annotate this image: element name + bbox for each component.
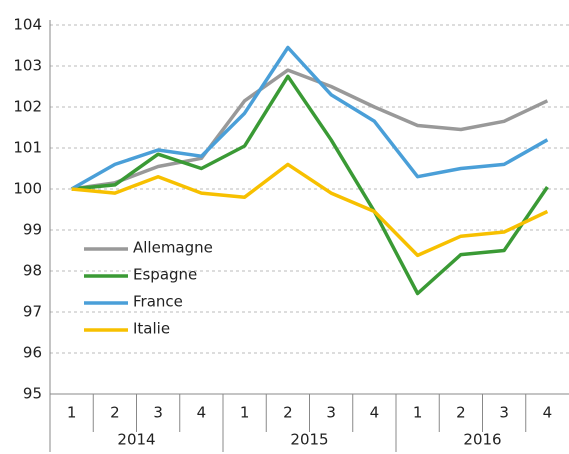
series-line [71, 162, 549, 258]
y-tick-label: 102 [13, 98, 42, 116]
x-group-label: 2015 [290, 431, 328, 449]
x-tick-label: 1 [413, 404, 423, 422]
x-tick-label: 1 [67, 404, 77, 422]
x-tick-label: 4 [370, 404, 380, 422]
x-tick-label: 3 [326, 404, 336, 422]
legend-label: Espagne [133, 266, 197, 284]
legend-label: Allemagne [133, 239, 213, 257]
x-tick-label: 3 [153, 404, 163, 422]
y-tick-label: 98 [23, 262, 42, 280]
y-tick-label: 104 [13, 16, 42, 34]
y-tick-label: 97 [23, 303, 42, 321]
x-tick-label: 3 [499, 404, 509, 422]
x-tick-label: 4 [197, 404, 207, 422]
x-tick-label: 1 [240, 404, 250, 422]
y-tick-label: 103 [13, 57, 42, 75]
series-line [70, 45, 549, 191]
x-tick-label: 2 [283, 404, 293, 422]
y-tick-label: 96 [23, 344, 42, 362]
y-tick-label: 100 [13, 180, 42, 198]
x-group-label: 2016 [463, 431, 501, 449]
x-tick-label: 2 [456, 404, 466, 422]
y-tick-label: 101 [13, 139, 42, 157]
legend-label: Italie [133, 320, 170, 338]
y-tick-label: 95 [23, 385, 42, 403]
y-tick-label: 99 [23, 221, 42, 239]
legend-label: France [133, 293, 183, 311]
x-group-label: 2014 [117, 431, 155, 449]
x-tick-label: 4 [543, 404, 553, 422]
x-tick-label: 2 [110, 404, 120, 422]
series-line [71, 68, 549, 191]
series-line [71, 74, 549, 296]
